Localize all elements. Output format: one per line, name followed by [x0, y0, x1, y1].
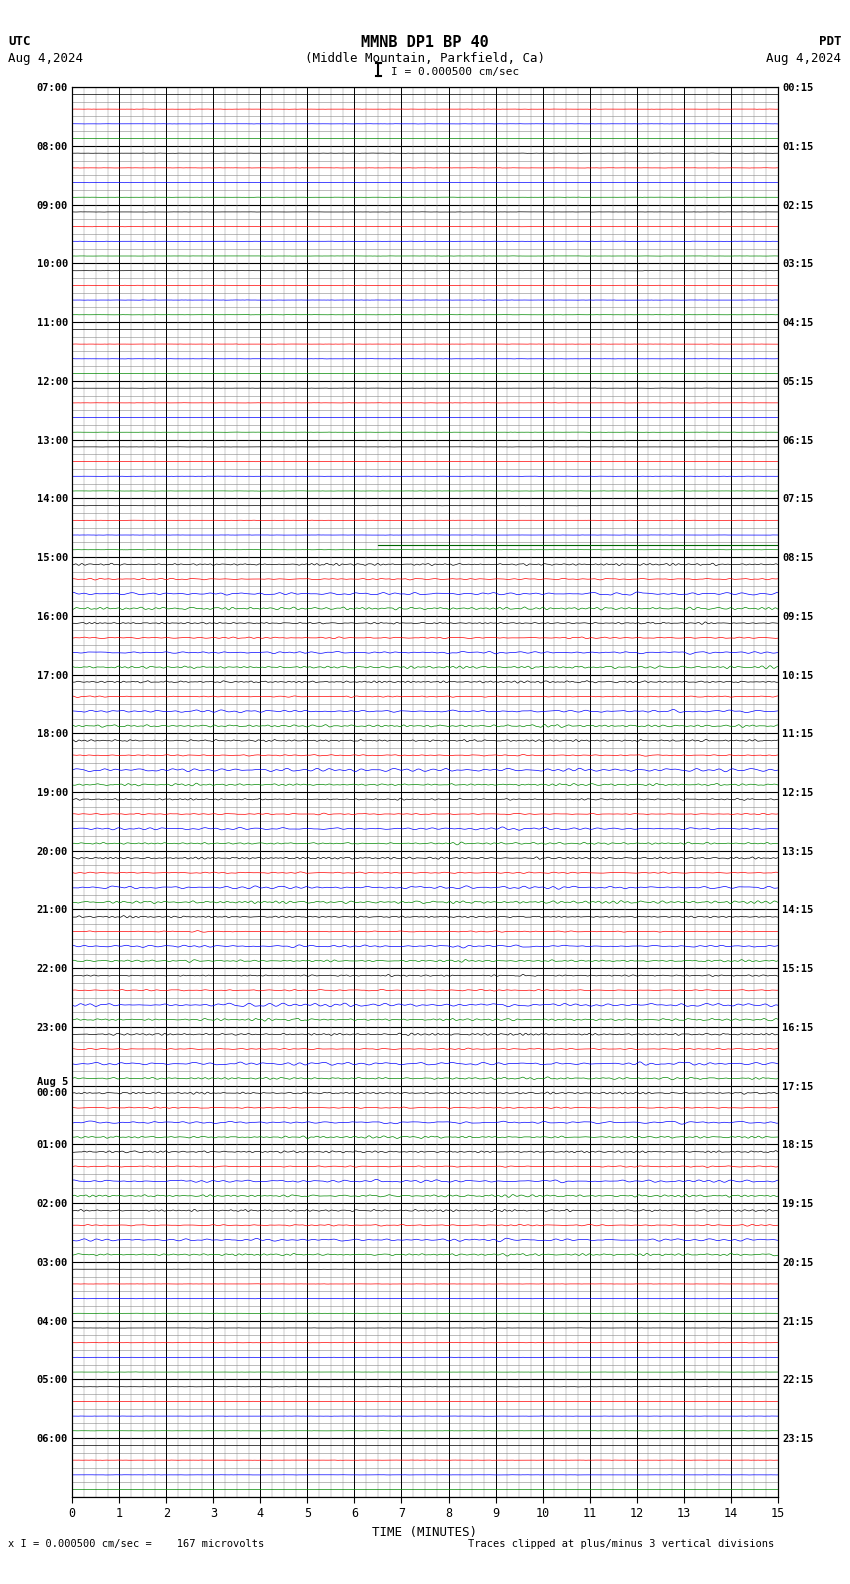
Text: (Middle Mountain, Parkfield, Ca): (Middle Mountain, Parkfield, Ca) [305, 52, 545, 65]
Text: MMNB DP1 BP 40: MMNB DP1 BP 40 [361, 35, 489, 49]
Text: Traces clipped at plus/minus 3 vertical divisions: Traces clipped at plus/minus 3 vertical … [468, 1540, 774, 1549]
Text: Aug 4,2024: Aug 4,2024 [8, 52, 83, 65]
Text: Aug 4,2024: Aug 4,2024 [767, 52, 842, 65]
X-axis label: TIME (MINUTES): TIME (MINUTES) [372, 1525, 478, 1538]
Text: UTC: UTC [8, 35, 31, 48]
Text: I = 0.000500 cm/sec: I = 0.000500 cm/sec [391, 67, 519, 76]
Text: x I = 0.000500 cm/sec =    167 microvolts: x I = 0.000500 cm/sec = 167 microvolts [8, 1540, 264, 1549]
Text: PDT: PDT [819, 35, 842, 48]
